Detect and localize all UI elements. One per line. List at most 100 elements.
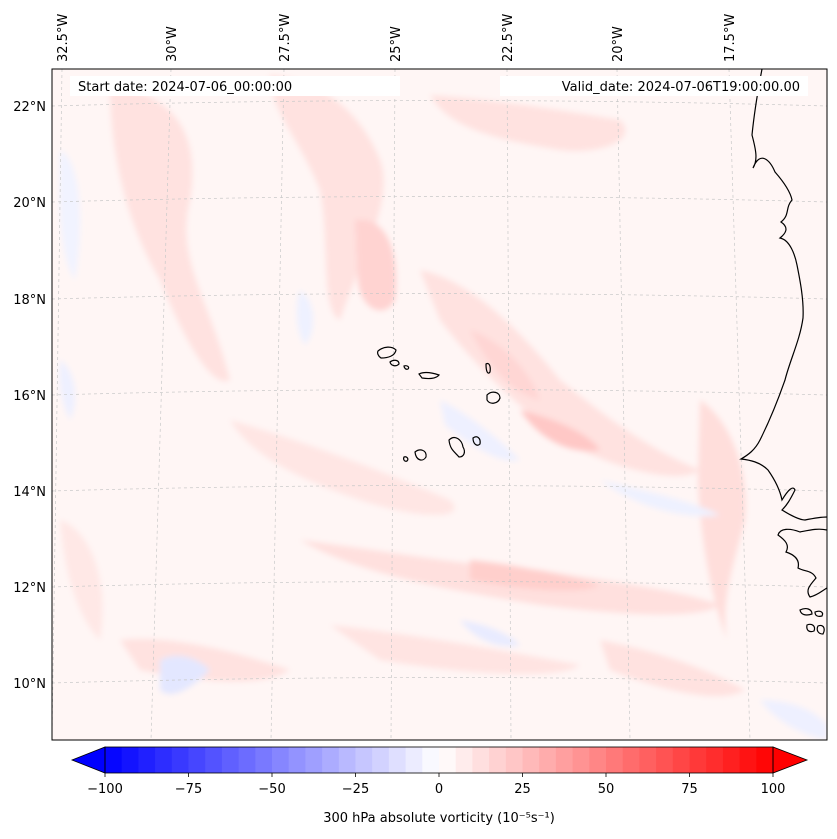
lon-label-27-5w: 27.5°W [278,14,293,62]
colorbar-cell [739,747,757,773]
colorbar-cell [355,747,373,773]
guinea-bissau-coast [777,528,827,598]
start-date-box: Start date: 2024-07-06_00:00:00 [70,76,400,96]
colorbar-cell [272,747,290,773]
santo-antao-island [377,346,397,359]
lat-label-14n: 14°N [13,485,46,500]
africa-coastline [739,69,827,521]
colorbar-cell [405,747,423,773]
colorbar-cell [606,747,624,773]
colorbar-cell [171,747,189,773]
colorbar-cell [639,747,657,773]
lat-label-12n: 12°N [13,581,46,596]
colorbar-cell [255,747,273,773]
colorbar-cell [522,747,540,773]
colorbar-cell [121,747,139,773]
colorbar-cell [689,747,707,773]
santiago-island [448,436,465,458]
meridian-25w [390,69,396,740]
colorbar-cell [489,747,507,773]
longitude-labels: 32.5°W 30°W 27.5°W 25°W 22.5°W 20°W 17.5… [56,14,738,62]
meridian-17-5w [728,69,751,740]
colorbar-cell [388,747,407,773]
colorbar-cell [105,747,123,773]
meridian-32-5w [52,69,63,740]
colorbar-cell [756,747,774,773]
parallel-18n [52,293,827,300]
meridian-22-5w [506,69,512,740]
lon-label-25w: 25°W [389,26,404,62]
colorbar-cell [706,747,724,773]
meridian-27-5w [270,69,285,740]
fogo-island [414,449,427,461]
colorbar-cell [205,747,223,773]
colorbar-cell [555,747,574,773]
colorbar-cell [422,747,440,773]
lat-label-18n: 18°N [13,293,46,308]
santa-luzia-island [403,365,410,370]
valid-date-background [500,76,808,96]
boa-vista-island [486,391,501,404]
colorbar-tick-label: 25 [514,782,531,797]
lon-label-32-5w: 32.5°W [56,14,71,62]
colorbar-extend-min [70,746,106,774]
colorbar-cell [622,747,640,773]
colorbar-cell [572,747,590,773]
parallel-14n [52,485,827,492]
lon-label-30w: 30°W [165,26,180,62]
colorbar-cell [322,747,340,773]
colorbar-cell [472,747,490,773]
colorbar-cell [439,747,457,773]
sao-nicolau-island [418,371,440,380]
colorbar: −100 −75 −50 −25 0 25 50 75 100 300 hPa absolute… [70,746,809,826]
colorbar-cell [288,747,306,773]
colorbar-tick-label: −75 [175,782,202,797]
colorbar-cell [372,747,390,773]
colorbar-cell [338,747,356,773]
colorbar-tick-label: 0 [435,782,443,797]
maio-island [472,436,481,446]
lat-label-22n: 22°N [13,100,46,115]
colorbar-cell [221,747,240,773]
meridian-30w [150,69,172,740]
colorbar-ticks: −100 −75 −50 −25 0 25 50 75 100 [87,773,785,797]
meridian-20w [616,69,631,740]
map-frame [51,68,828,741]
brava-island [403,456,409,462]
bijagos-islands [799,608,825,635]
colorbar-tick-label: −50 [258,782,285,797]
sal-island [485,362,491,374]
lon-label-20w: 20°W [611,26,626,62]
coastlines [377,69,827,635]
colorbar-cell [155,747,173,773]
colorbar-extend-max [772,746,809,774]
colorbar-cell [539,747,557,773]
start-date-background [70,76,400,96]
sao-vicente-island [389,359,400,367]
colorbar-cell [305,747,323,773]
colorbar-tick-label: 50 [598,782,615,797]
colorbar-cell [455,747,473,773]
colorbar-label: 300 hPa absolute vorticity (10⁻⁵s⁻¹) [323,811,555,826]
colorbar-cell [656,747,674,773]
colorbar-cell [672,747,690,773]
parallel-22n [52,100,827,107]
graticule [52,69,827,740]
colorbar-tick-label: 75 [681,782,698,797]
colorbar-tick-label: 100 [761,782,786,797]
parallel-16n [52,389,827,396]
colorbar-cell [138,747,156,773]
colorbar-cell [188,747,206,773]
lat-label-20n: 20°N [13,196,46,211]
start-date-text: Start date: 2024-07-06_00:00:00 [78,80,292,95]
valid-date-text: Valid_date: 2024-07-06T19:00:00.00 [562,80,800,95]
vorticity-shading [59,75,827,740]
lat-label-10n: 10°N [13,677,46,692]
parallel-12n [52,581,827,588]
parallel-10n [52,677,827,684]
parallel-20n [52,196,827,203]
colorbar-cell [722,747,741,773]
map-panel: Start date: 2024-07-06_00:00:00 Valid_da… [51,68,828,741]
valid-date-box: Valid_date: 2024-07-06T19:00:00.00 [500,76,808,96]
